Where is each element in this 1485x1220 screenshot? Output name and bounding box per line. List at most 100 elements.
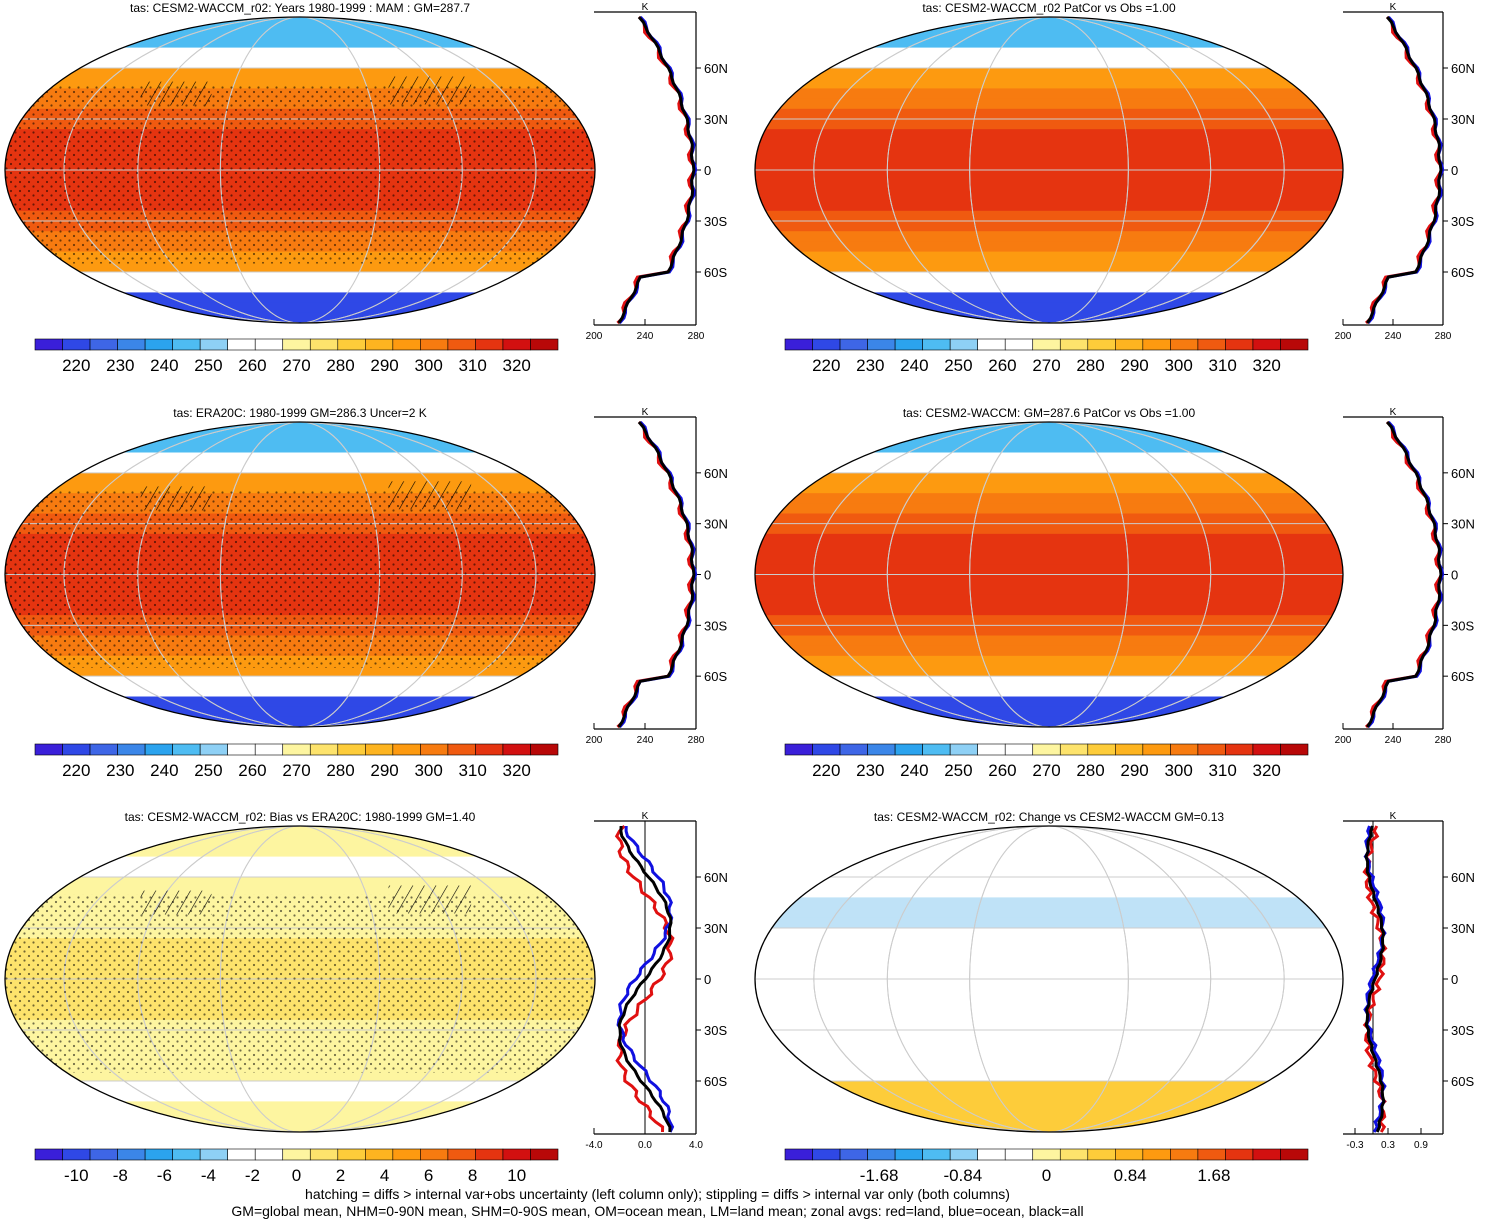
lat-band [755,1070,1343,1082]
zonal-xtick-label: 0.3 [1381,1140,1395,1151]
lat-band [755,180,1343,191]
colorbar-swatch [282,338,311,351]
colorbar-swatch [784,1148,813,1161]
colorbar-swatch [117,338,146,351]
colorbar-label: 0 [292,1166,301,1185]
lat-band [755,523,1343,535]
zonal-unit-label: K [642,811,649,822]
colorbar-swatch [922,743,951,756]
colorbar-label: 10 [507,1166,526,1185]
colorbar-swatch [784,338,813,351]
lat-band [5,272,595,283]
panel-title: tas: CESM2-WACCM_r02: Years 1980-1999 : … [130,1,470,15]
colorbar-label: 280 [1076,761,1104,780]
colorbar-swatch [839,1148,868,1161]
lat-band [5,856,595,868]
colorbar-swatch [949,1148,978,1161]
colorbar-swatch [447,743,476,756]
colorbar-swatch [1280,1148,1309,1161]
lat-band [755,968,1343,980]
map-border [4,825,596,1133]
zonal-lat-label: 0 [704,972,711,987]
lat-band [755,696,1343,708]
zonal-average-panel: K 200 240 280 60N 30N 0 30S 60S [586,2,728,342]
lat-band [755,605,1343,616]
zonal-land-line [1364,15,1444,325]
colorbar-swatch [812,338,841,351]
colorbar-swatch [977,743,1006,756]
colorbar-label: 300 [414,356,442,375]
colorbar-swatch [894,1148,923,1161]
colorbar-swatch [34,338,63,351]
panel-title: tas: CESM2-WACCM_r02 PatCor vs Obs =1.00 [922,1,1176,15]
colorbar: -1.68 -0.84 0 0.84 1.68 [784,1148,1309,1185]
colorbar-label: 290 [1120,761,1148,780]
colorbar-label: -8 [113,1166,128,1185]
colorbar-swatch [1197,1148,1226,1161]
lat-band [5,37,595,49]
lat-band [755,282,1343,293]
hatching [388,481,472,510]
colorbar-label: 300 [414,761,442,780]
colorbar-swatch [337,1148,366,1161]
zonal-unit-label: K [1390,407,1397,418]
colorbar-label: 300 [1164,761,1192,780]
lat-band [755,251,1343,263]
colorbar-label: 290 [1120,356,1148,375]
colorbar-label: 270 [282,356,310,375]
lat-band [755,241,1343,253]
panel-title: tas: CESM2-WACCM_r02: Change vs CESM2-WA… [874,810,1225,824]
colorbar-swatch [922,338,951,351]
colorbar-swatch [812,743,841,756]
colorbar-swatch [1142,1148,1171,1161]
colorbar-label: 220 [62,356,90,375]
colorbar-swatch [1115,1148,1144,1161]
lat-band [755,706,1343,718]
colorbar-swatch [420,338,449,351]
lat-band [755,442,1343,453]
colorbar-swatch [420,743,449,756]
lat-band [755,47,1343,59]
lat-band [755,686,1343,697]
colorbar-label: -10 [64,1166,89,1185]
colorbar-swatch [1225,1148,1254,1161]
zonal-unit-label: K [1390,2,1397,13]
zonal-lat-label: 30N [1451,921,1475,936]
meridian-gridline [813,17,1285,323]
colorbar-swatch [89,1148,118,1161]
colorbar-label: 220 [812,356,840,375]
lat-band [755,1091,1343,1102]
colorbar-label: 290 [370,761,398,780]
lat-band [755,1040,1343,1051]
zonal-lat-label: 0 [704,163,711,178]
lat-band [755,231,1343,242]
colorbar-swatch [1059,338,1089,351]
colorbar-swatch [199,1148,228,1161]
lat-band [755,221,1343,232]
colorbar-label: 310 [458,356,486,375]
zonal-land-line [616,15,697,325]
colorbar-label: 250 [194,356,222,375]
colorbar-swatch [365,1148,394,1161]
zonal-ocean-line [618,15,698,324]
hatching [140,890,212,915]
colorbar-swatch [62,1148,91,1161]
colorbar: 220 230 240 250 260 270 280 290 300 310 320 [784,743,1309,780]
colorbar-swatch [530,1148,559,1161]
colorbar-swatch [867,743,896,756]
panel-p6: tas: CESM2-WACCM_r02: Change vs CESM2-WA… [754,810,1475,1185]
colorbar-swatch [1225,743,1254,756]
colorbar-swatch [1142,338,1171,351]
meridian-gridline [969,422,1129,727]
zonal-lat-label: 60N [704,870,728,885]
colorbar-swatch [1170,338,1199,351]
lat-band [755,907,1343,919]
lat-band [755,432,1343,443]
lat-band [5,826,595,837]
lat-band [755,544,1343,555]
colorbar: 220 230 240 250 260 270 280 290 300 310 320 [34,743,559,780]
lat-band [5,422,595,433]
zonal-xtick-label: 240 [1385,735,1402,746]
colorbar-label: 260 [238,761,266,780]
